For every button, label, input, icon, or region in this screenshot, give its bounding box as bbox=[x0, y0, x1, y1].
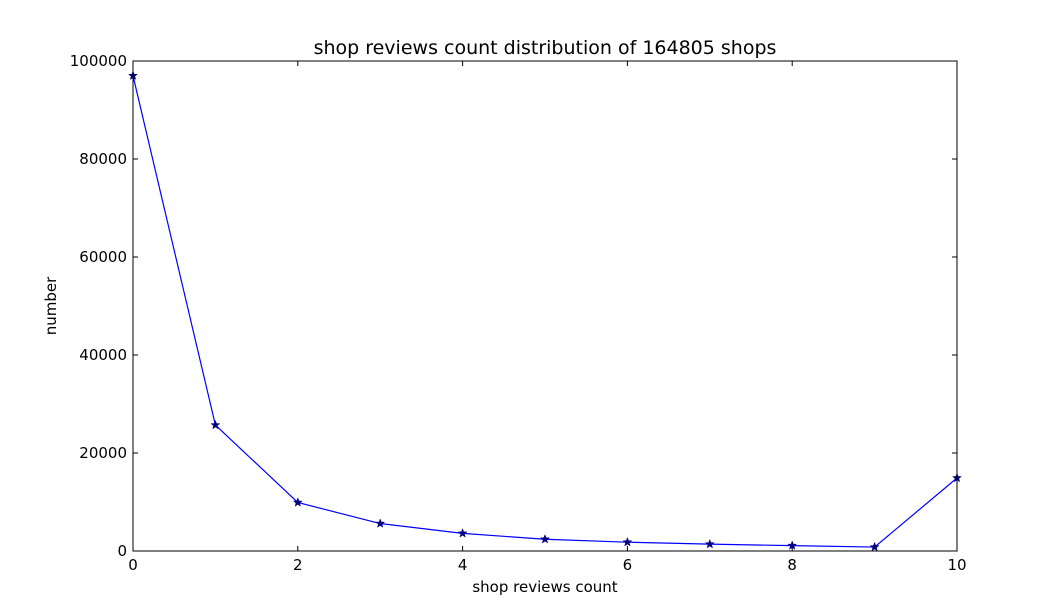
chart-title: shop reviews count distribution of 16480… bbox=[314, 37, 777, 59]
y-axis-label: number bbox=[42, 276, 60, 335]
data-point-star bbox=[869, 541, 880, 552]
data-point-star bbox=[622, 536, 633, 547]
x-tick-label: 8 bbox=[787, 556, 797, 574]
data-point-star bbox=[787, 540, 798, 550]
axis-ticks: 0 2 4 6 8 10 0 20000 40000 60000 80000 100000 bbox=[70, 52, 967, 574]
y-tick-label: 40000 bbox=[79, 346, 127, 364]
data-point-star bbox=[704, 538, 715, 549]
data-point-star bbox=[210, 419, 221, 430]
x-axis-label: shop reviews count bbox=[472, 578, 617, 596]
x-tick-label: 0 bbox=[128, 556, 138, 574]
data-point-star bbox=[292, 497, 303, 507]
x-tick-label: 4 bbox=[458, 556, 468, 574]
x-tick-label: 10 bbox=[947, 556, 966, 574]
y-tick-label: 0 bbox=[117, 542, 127, 560]
x-tick-label: 6 bbox=[623, 556, 633, 574]
data-point-star bbox=[457, 528, 468, 538]
data-point-star bbox=[539, 533, 551, 544]
data-point-star bbox=[375, 518, 386, 528]
y-tick-label: 20000 bbox=[79, 444, 127, 462]
y-tick-label: 80000 bbox=[79, 150, 127, 168]
y-tick-label: 100000 bbox=[70, 52, 127, 70]
plot-frame bbox=[132, 60, 958, 552]
x-tick-label: 2 bbox=[293, 556, 303, 574]
y-tick-label: 60000 bbox=[79, 248, 127, 266]
